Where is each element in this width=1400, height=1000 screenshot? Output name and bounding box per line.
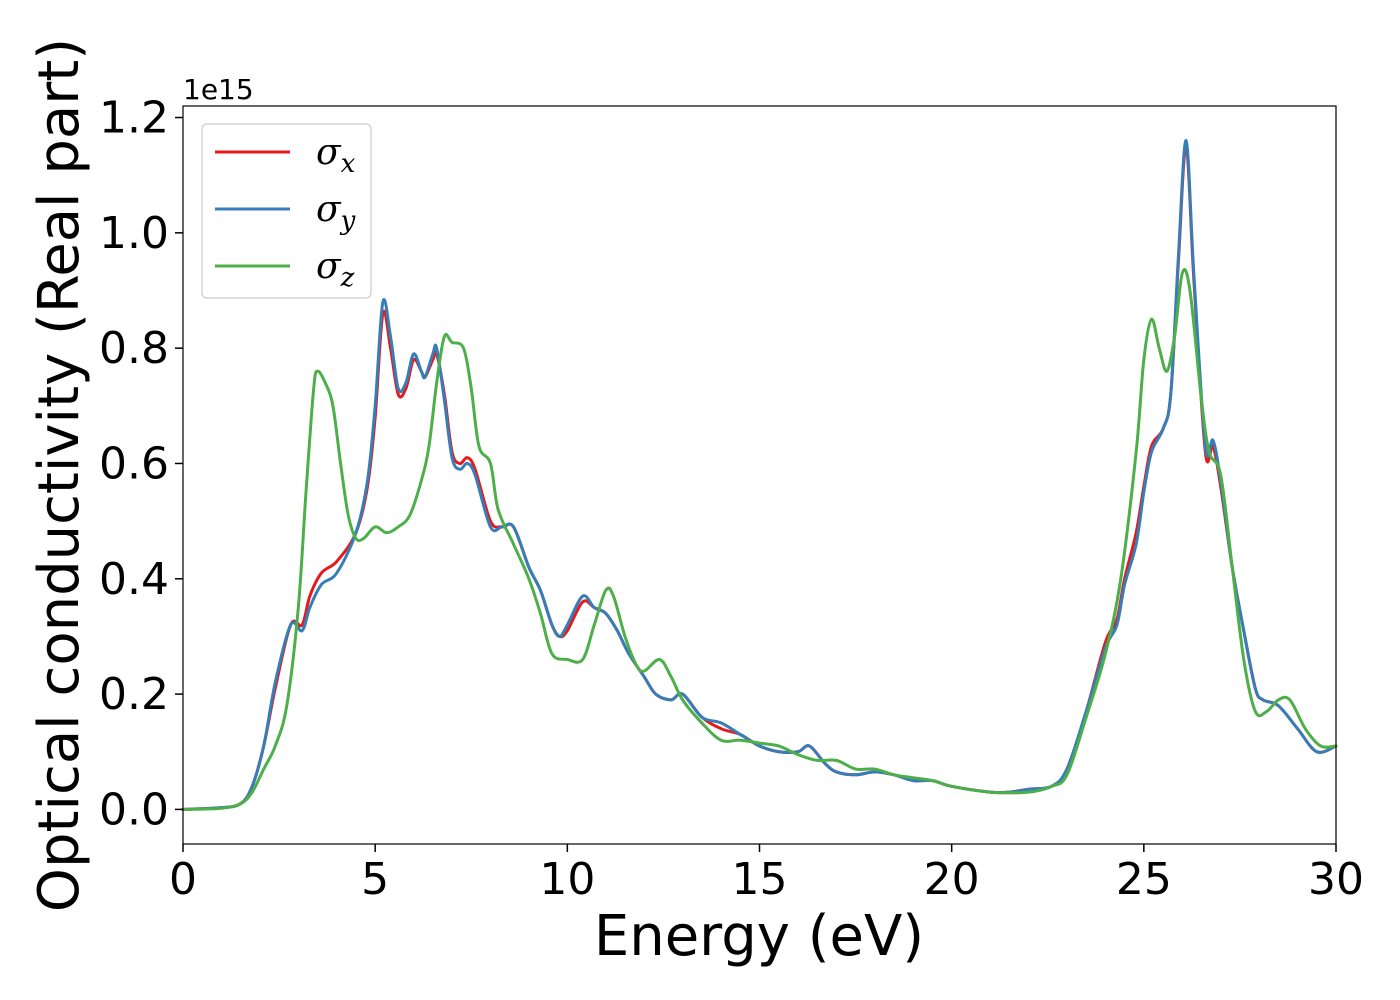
y-axis-ticks: 0.0 0.2 0.4 0.6 0.8 1.0 1.2 [99, 93, 183, 835]
x-tick-label: 10 [539, 854, 595, 905]
y-offset-label: 1e15 [183, 73, 254, 106]
x-axis-title: Energy (eV) [594, 904, 924, 969]
y-axis-title: Optical conductivity (Real part) [27, 38, 92, 912]
y-tick-label: 0.0 [99, 784, 169, 835]
y-tick-label: 0.8 [99, 323, 169, 374]
legend-label-y: σy [316, 189, 356, 236]
y-tick-label: 0.2 [99, 669, 169, 720]
plot-area [183, 106, 1336, 844]
legend: σx σy σz [201, 123, 372, 299]
y-tick-label: 0.4 [99, 554, 169, 605]
x-tick-label: 30 [1308, 854, 1364, 905]
x-tick-label: 15 [732, 854, 788, 905]
legend-label-z: σz [316, 246, 355, 293]
series-lines [181, 139, 1338, 811]
y-tick-label: 1.0 [99, 208, 169, 259]
y-tick-label: 1.2 [99, 93, 169, 144]
legend-box [201, 123, 372, 299]
y-tick-label: 0.6 [99, 438, 169, 489]
series-line-y [181, 139, 1338, 811]
x-tick-label: 0 [169, 854, 197, 905]
x-axis-ticks: 0 5 10 15 20 25 30 [169, 844, 1364, 905]
legend-label-x: σx [316, 132, 356, 179]
x-tick-label: 5 [361, 854, 389, 905]
series-line-z [181, 268, 1338, 811]
x-tick-label: 20 [924, 854, 980, 905]
x-tick-label: 25 [1116, 854, 1172, 905]
